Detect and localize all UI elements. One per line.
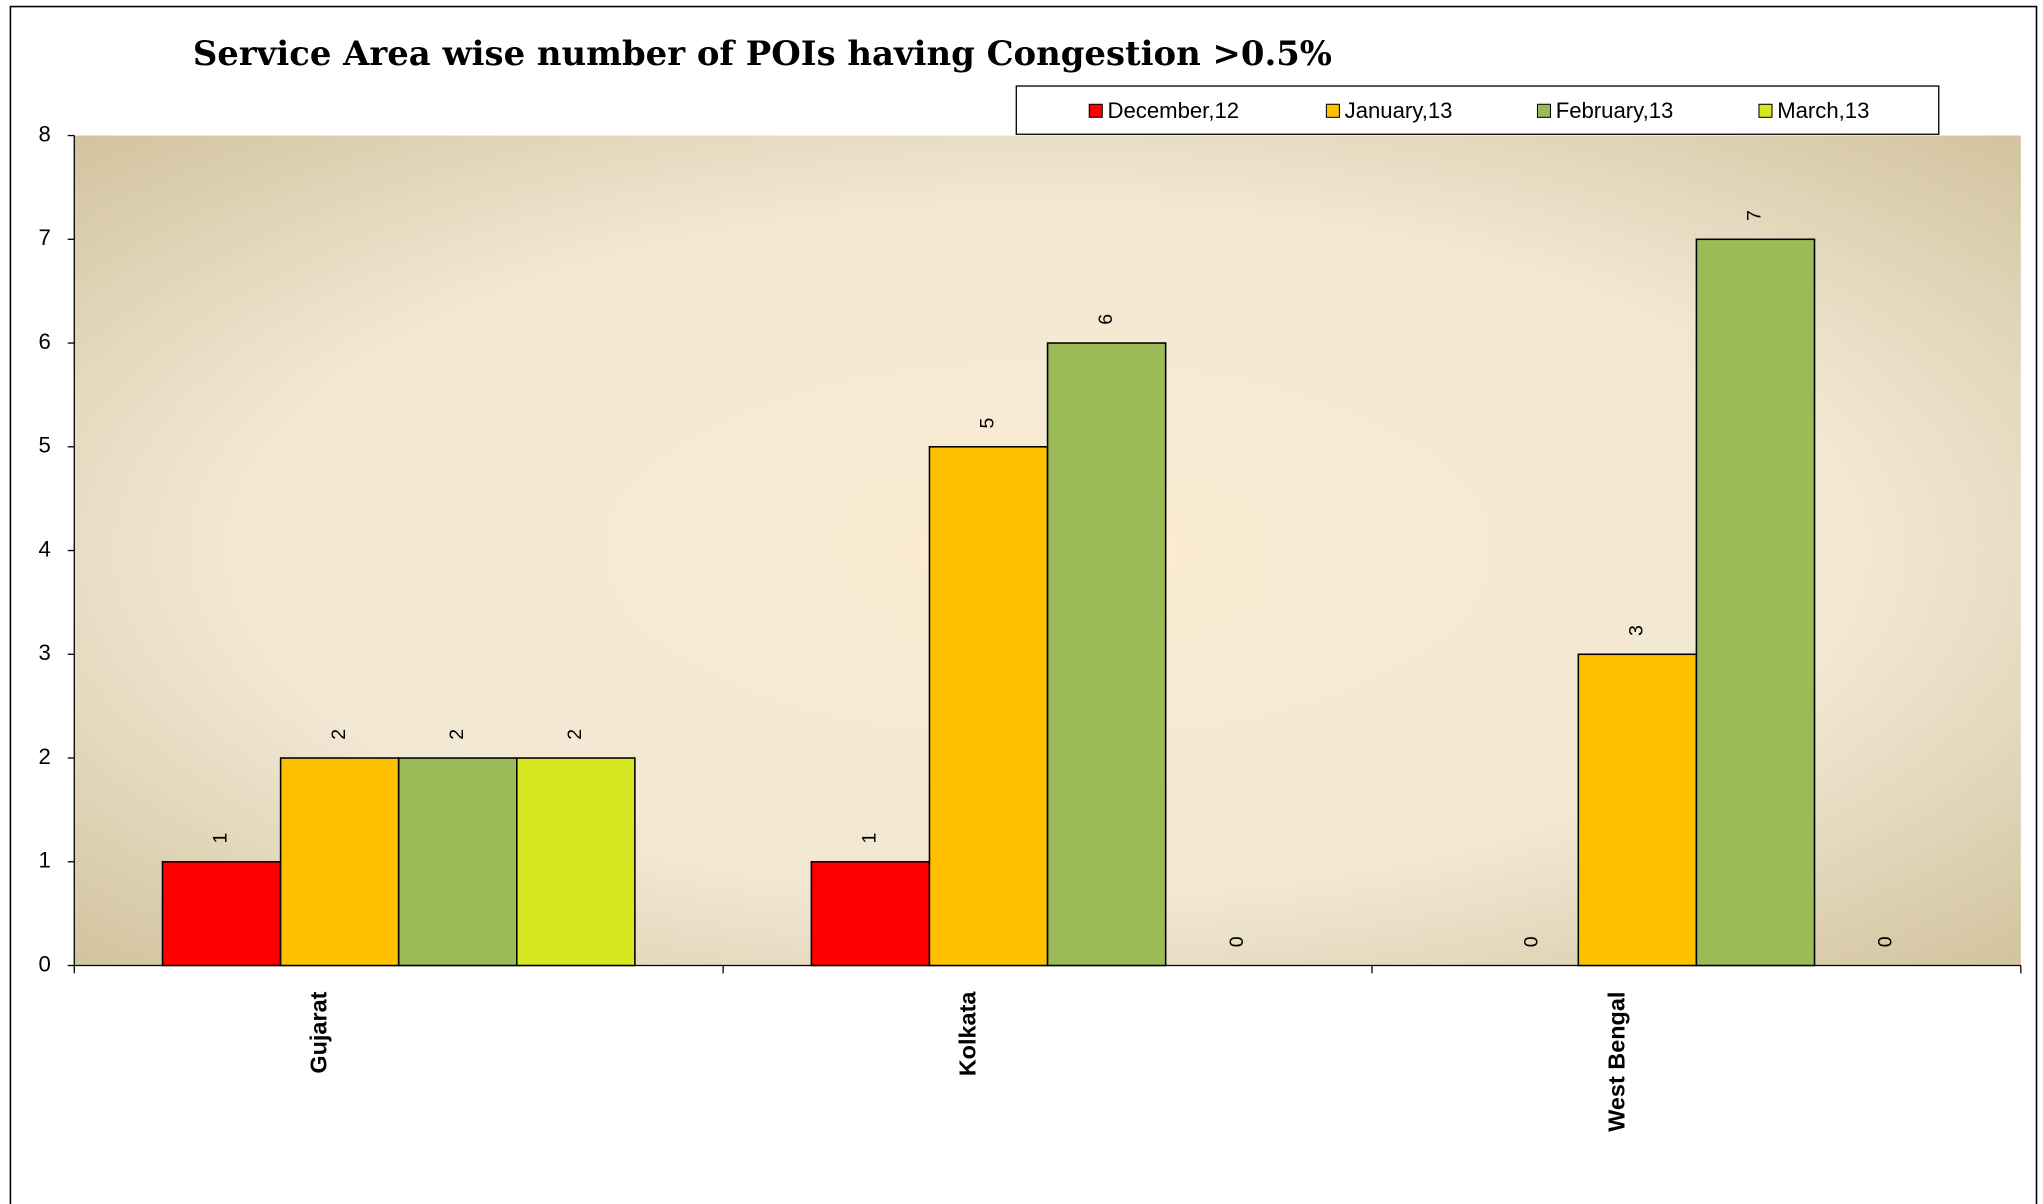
legend-label: February,13 bbox=[1556, 98, 1674, 123]
x-tick-label: Gujarat bbox=[306, 991, 332, 1073]
data-label: 1 bbox=[859, 833, 881, 844]
y-tick-label: 2 bbox=[39, 744, 51, 769]
bar bbox=[1695, 238, 1816, 967]
chart-title: Service Area wise number of POIs having … bbox=[193, 33, 1332, 73]
data-label: 6 bbox=[1095, 314, 1117, 325]
legend-label: March,13 bbox=[1777, 98, 1869, 123]
data-label: 2 bbox=[328, 729, 350, 740]
legend-label: December,12 bbox=[1107, 98, 1239, 123]
y-tick-label: 1 bbox=[39, 848, 51, 873]
data-label: 1 bbox=[210, 833, 232, 844]
data-label: 0 bbox=[1875, 936, 1897, 947]
chart-border bbox=[9, 5, 2038, 1204]
bar bbox=[279, 757, 400, 967]
y-tick-label: 4 bbox=[39, 536, 51, 561]
data-label: 0 bbox=[1226, 936, 1248, 947]
legend-swatch bbox=[1088, 103, 1103, 118]
bar bbox=[397, 757, 518, 967]
data-label: 3 bbox=[1626, 625, 1648, 636]
x-tick-label: Kolkata bbox=[955, 991, 981, 1077]
bar bbox=[928, 446, 1049, 967]
y-tick-label: 5 bbox=[39, 433, 51, 458]
data-label: 5 bbox=[977, 418, 999, 429]
data-label: 2 bbox=[446, 729, 468, 740]
legend-swatch bbox=[1325, 103, 1340, 118]
y-tick-label: 3 bbox=[39, 640, 51, 665]
data-label: 0 bbox=[1520, 936, 1542, 947]
y-tick-label: 7 bbox=[39, 225, 51, 250]
legend bbox=[1015, 85, 1940, 135]
y-tick-label: 0 bbox=[39, 951, 51, 976]
bar bbox=[161, 860, 282, 967]
data-label: 7 bbox=[1744, 210, 1766, 221]
bar bbox=[1046, 342, 1167, 967]
bar bbox=[1577, 653, 1698, 967]
data-label: 2 bbox=[564, 729, 586, 740]
bar bbox=[810, 860, 931, 967]
legend-label: January,13 bbox=[1345, 98, 1453, 123]
legend-swatch bbox=[1536, 103, 1552, 118]
x-tick-label: West Bengal bbox=[1603, 992, 1629, 1132]
legend-swatch bbox=[1758, 103, 1773, 118]
y-tick-label: 8 bbox=[39, 121, 51, 146]
bar bbox=[516, 757, 636, 967]
y-tick-label: 6 bbox=[39, 329, 51, 354]
